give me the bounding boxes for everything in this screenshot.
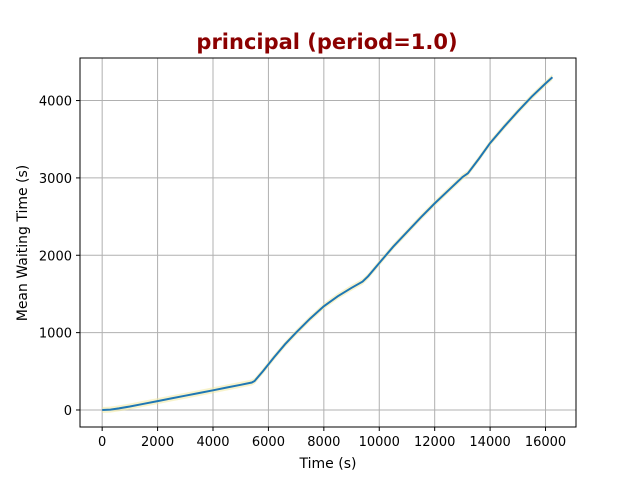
y-axis-label: Mean Waiting Time (s)	[15, 165, 31, 322]
y-tick-label: 2000	[39, 249, 72, 264]
y-tick-label: 1000	[39, 327, 72, 342]
x-tick-label: 2000	[141, 435, 174, 450]
x-tick-label: 0	[98, 435, 106, 450]
x-tick-label: 8000	[307, 435, 340, 450]
y-tick-label: 0	[64, 404, 72, 419]
x-tick-label: 6000	[252, 435, 285, 450]
x-axis: 0 2000 4000 6000 8000 10000 12000 14000 16000	[98, 427, 566, 450]
y-axis: 0 1000 2000 3000 4000	[39, 95, 80, 419]
x-tick-label: 4000	[196, 435, 229, 450]
grid	[80, 58, 576, 427]
series-line	[102, 76, 554, 411]
plot-frame	[79, 57, 577, 428]
chart-title: principal (period=1.0)	[196, 30, 457, 54]
x-tick-label: 12000	[414, 435, 455, 450]
x-axis-label: Time (s)	[299, 456, 357, 472]
y-tick-label: 3000	[39, 172, 72, 187]
x-tick-label: 14000	[469, 435, 510, 450]
x-tick-label: 16000	[525, 435, 566, 450]
y-tick-label: 4000	[39, 95, 72, 110]
x-tick-label: 10000	[359, 435, 400, 450]
